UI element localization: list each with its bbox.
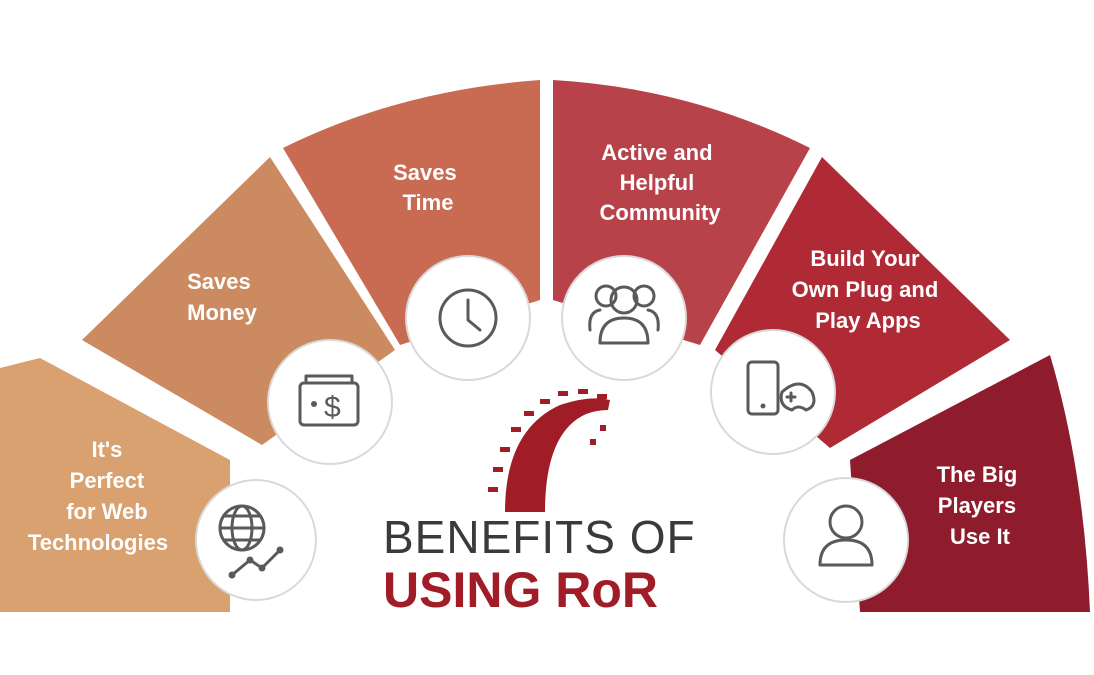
svg-text:It's Perfect for W: It's Perfect for Web Technologies (28, 437, 168, 555)
wallet-dollar-icon: $ (267, 339, 393, 465)
segment-1-line-4: Technologies (28, 530, 168, 555)
segment-5-line-2: Own Plug and (792, 277, 939, 302)
clock-icon (405, 255, 531, 381)
segment-4-line-3: Community (600, 200, 722, 225)
segment-wedge-6 (850, 355, 1090, 612)
segment-4-line-1: Active and (601, 140, 712, 165)
phone-gamepad-icon (710, 329, 836, 455)
segment-6-line-1: The Big (937, 462, 1018, 487)
segment-perfect-for-web: It's Perfect for Web Technologies (0, 358, 230, 612)
segment-2-line-1: Saves (187, 269, 251, 294)
segment-1-line-1: It's (91, 437, 122, 462)
rails-logo (488, 389, 610, 512)
segment-3-line-2: Time (403, 190, 454, 215)
svg-text:The Big Players Us: The Big Players Use It (937, 462, 1024, 549)
segment-wedge-1 (0, 358, 230, 612)
svg-text:Active and Helpful: Active and Helpful Community (600, 140, 722, 225)
svg-text:$: $ (324, 391, 341, 424)
segment-4-line-2: Helpful (620, 170, 695, 195)
user-icon (783, 477, 909, 603)
svg-text:Saves Time: Saves Time (393, 160, 463, 215)
title-line-2: USING RoR (383, 562, 658, 618)
segment-big-players: The Big Players Use It (850, 355, 1090, 612)
segment-2-line-2: Money (187, 300, 257, 325)
title-line-1: BENEFITS OF (383, 511, 696, 563)
svg-text:Saves Money: Saves Money (187, 269, 257, 325)
segment-5-line-1: Build Your (810, 246, 920, 271)
globe-chart-icon (195, 479, 317, 601)
segment-6-line-2: Players (938, 493, 1016, 518)
segment-3-line-1: Saves (393, 160, 457, 185)
segment-1-line-3: for Web (66, 499, 147, 524)
segment-1-line-2: Perfect (70, 468, 145, 493)
svg-text:Build Your Own Plug and: Build Your Own Plug and Play Apps (792, 246, 945, 333)
community-icon (561, 255, 687, 381)
segment-6-line-3: Use It (950, 524, 1011, 549)
segment-5-line-3: Play Apps (815, 308, 921, 333)
